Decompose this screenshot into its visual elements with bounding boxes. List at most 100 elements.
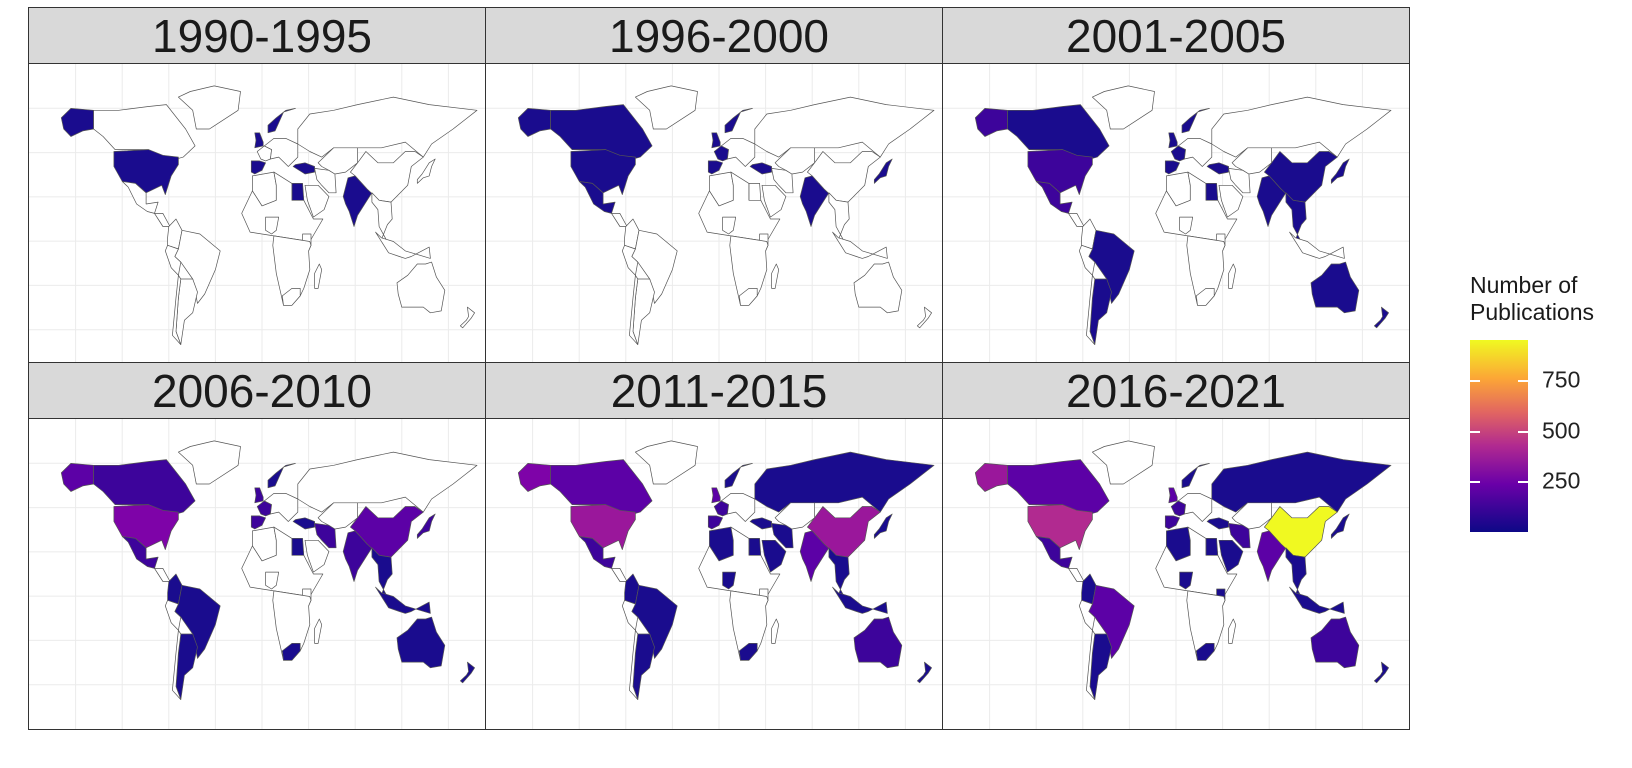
country-nz xyxy=(459,661,475,684)
country-peru xyxy=(1078,244,1096,276)
country-central xyxy=(154,213,171,227)
country-centralasia xyxy=(1231,502,1272,530)
country-central xyxy=(611,213,628,227)
legend-tick-mark xyxy=(1470,481,1480,484)
country-nigeria xyxy=(1179,216,1194,235)
country-turkey xyxy=(749,162,772,175)
country-greenland xyxy=(635,85,698,130)
country-uk xyxy=(254,487,264,504)
country-southafrica xyxy=(281,288,301,306)
world-map-svg xyxy=(29,64,495,374)
country-alaska xyxy=(60,108,94,137)
country-nz xyxy=(459,306,475,329)
legend-tick-mark xyxy=(1470,380,1480,383)
country-alaska xyxy=(974,108,1008,137)
country-japan xyxy=(416,158,436,184)
country-canada xyxy=(1007,104,1110,164)
country-greenland xyxy=(1092,440,1155,485)
world-map-svg xyxy=(486,419,952,729)
country-uk xyxy=(711,132,721,149)
country-central xyxy=(1068,568,1085,582)
world-map-svg xyxy=(943,419,1409,729)
country-centralasia xyxy=(317,502,358,530)
country-madagascar xyxy=(771,263,780,289)
country-australia xyxy=(396,616,446,669)
country-central xyxy=(154,568,171,582)
country-nigeria xyxy=(722,571,737,590)
country-europe xyxy=(1178,493,1213,522)
country-canada xyxy=(93,459,196,519)
country-iberia xyxy=(1164,515,1180,530)
country-japan xyxy=(416,513,436,539)
country-russia xyxy=(1211,96,1392,158)
facet-strip: 1996-2000 xyxy=(486,8,952,64)
country-peru xyxy=(164,244,182,276)
country-central xyxy=(611,568,628,582)
country-norway xyxy=(267,463,296,489)
map-panel: 2006-2010 xyxy=(28,362,496,730)
country-egypt xyxy=(291,183,305,201)
color-legend: Number of Publications 250 500 750 xyxy=(1470,272,1630,542)
country-indonesia xyxy=(375,231,431,259)
country-centralasia xyxy=(1231,147,1272,175)
facet-strip: 1990-1995 xyxy=(29,8,495,64)
country-india xyxy=(1256,175,1287,227)
country-nigeria xyxy=(722,216,737,235)
legend-tick-mark xyxy=(1518,430,1528,433)
country-europe xyxy=(721,138,756,167)
country-turkey xyxy=(292,162,315,175)
country-greenland xyxy=(1092,85,1155,130)
country-madagascar xyxy=(1228,263,1237,289)
country-greenland xyxy=(635,440,698,485)
country-iberia xyxy=(250,160,266,175)
country-chile xyxy=(1086,274,1096,345)
country-saudi xyxy=(761,184,787,218)
country-madagascar xyxy=(314,263,323,289)
country-russia xyxy=(754,451,935,513)
country-canada xyxy=(550,459,653,519)
country-norway xyxy=(1181,108,1210,134)
country-chile xyxy=(172,274,182,345)
country-norway xyxy=(724,108,753,134)
country-centralasia xyxy=(317,147,358,175)
country-canada xyxy=(93,104,196,164)
map-panel: 2011-2015 xyxy=(485,362,953,730)
country-nigeria xyxy=(1179,571,1194,590)
country-indonesia xyxy=(375,586,431,614)
country-madagascar xyxy=(314,618,323,644)
country-indonesia xyxy=(832,586,888,614)
country-india xyxy=(799,175,830,227)
legend-tick-mark xyxy=(1518,380,1528,383)
world-map xyxy=(486,64,952,374)
country-peru xyxy=(1078,599,1096,631)
world-map xyxy=(29,64,495,374)
country-australia xyxy=(1310,261,1360,314)
world-map xyxy=(943,64,1409,374)
country-indonesia xyxy=(1289,586,1345,614)
country-europe xyxy=(264,493,299,522)
country-chile xyxy=(1086,629,1096,700)
country-africa_south xyxy=(272,590,312,661)
country-centralasia xyxy=(774,147,815,175)
country-europe xyxy=(1178,138,1213,167)
country-peru xyxy=(621,599,639,631)
facet-strip: 2001-2005 xyxy=(943,8,1409,64)
world-map xyxy=(943,419,1409,729)
country-egypt xyxy=(291,538,305,556)
legend-tick-label: 750 xyxy=(1542,366,1581,393)
country-southafrica xyxy=(281,643,301,661)
country-nigeria xyxy=(265,571,280,590)
country-saudi xyxy=(304,539,330,573)
country-southafrica xyxy=(1195,643,1215,661)
country-indonesia xyxy=(1289,231,1345,259)
facet-strip: 2016-2021 xyxy=(943,363,1409,419)
legend-tick-mark xyxy=(1470,430,1480,433)
country-alaska xyxy=(517,463,551,492)
country-russia xyxy=(754,96,935,158)
country-nigeria xyxy=(265,216,280,235)
country-japan xyxy=(873,513,893,539)
country-greenland xyxy=(178,440,241,485)
country-mexico xyxy=(1035,181,1073,214)
map-panel: 1996-2000 xyxy=(485,7,953,375)
legend-title-line2: Publications xyxy=(1470,299,1595,325)
